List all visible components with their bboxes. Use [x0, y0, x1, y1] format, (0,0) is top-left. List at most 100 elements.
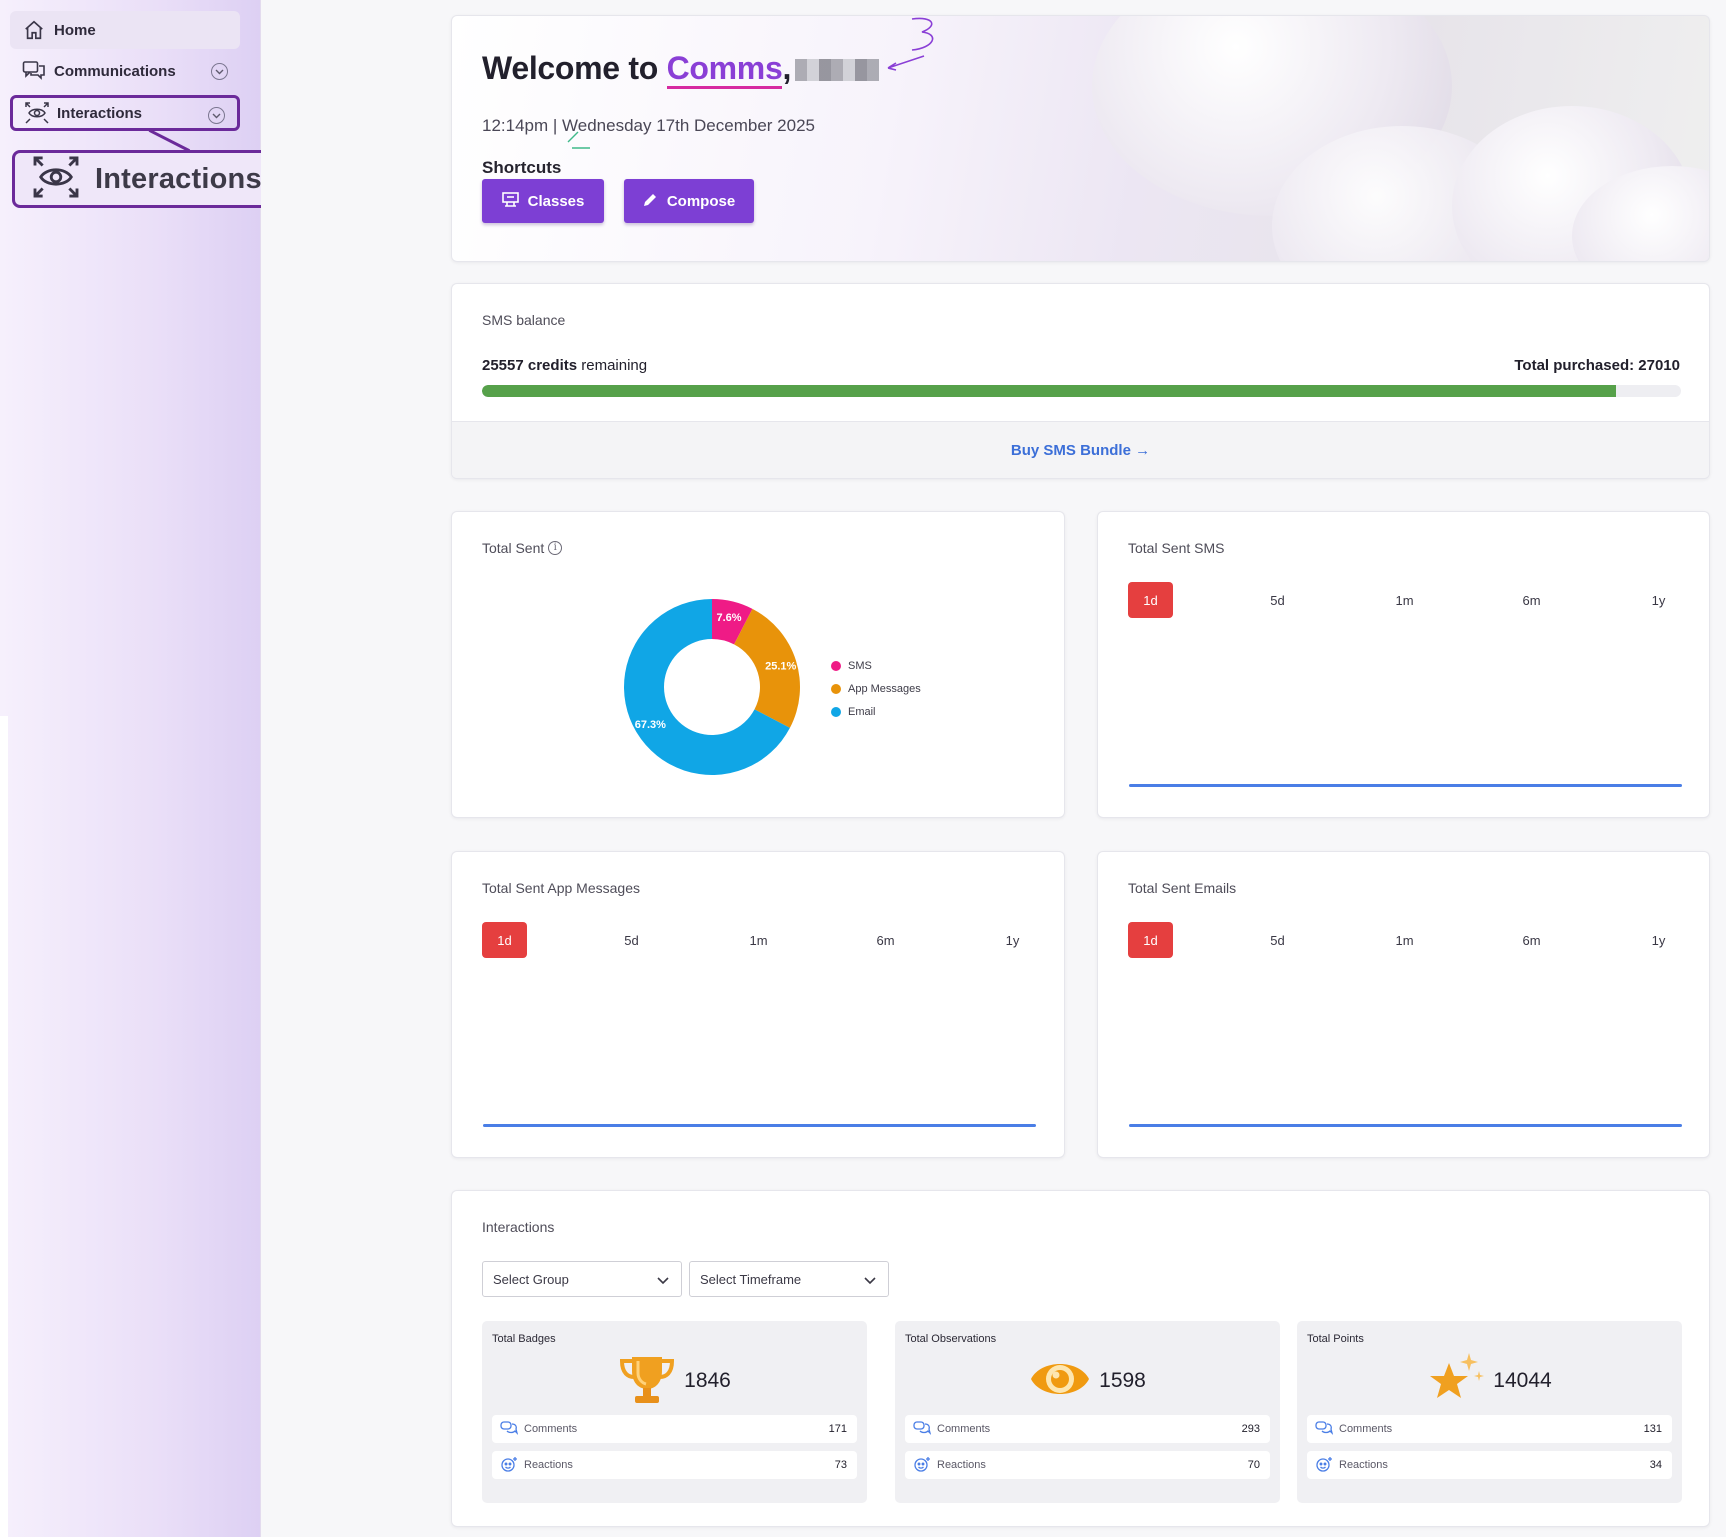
comments-icon [1315, 1420, 1334, 1438]
range-tab-1y[interactable]: 1y [1005, 932, 1020, 948]
chat-bubbles-icon [22, 59, 46, 83]
select-timeframe-dropdown[interactable]: Select Timeframe [689, 1261, 889, 1297]
range-tab-5d[interactable]: 5d [624, 932, 639, 948]
legend-item[interactable]: App Messages [831, 677, 921, 700]
sms-chart-title: Total Sent SMS [1128, 540, 1225, 556]
range-tab-5d[interactable]: 5d [1270, 932, 1285, 948]
sidebar-item-communications[interactable]: Communications [10, 52, 240, 90]
range-tab-1d[interactable]: 1d [1128, 582, 1173, 618]
stat-title: Total Points [1307, 1333, 1364, 1345]
donut-slice-app-messages[interactable] [734, 608, 800, 728]
comments-icon [913, 1420, 932, 1438]
comments-label: Comments [524, 1423, 578, 1435]
range-tab-1m[interactable]: 1m [1395, 592, 1414, 608]
stat-title: Total Badges [492, 1333, 556, 1345]
sidebar-item-interactions[interactable]: Interactions [10, 95, 240, 131]
sparkle-decoration [567, 131, 590, 149]
interactions-title: Interactions [482, 1219, 555, 1235]
chevron-down-icon[interactable] [208, 107, 225, 124]
chevron-down-icon[interactable] [211, 63, 228, 80]
info-icon[interactable]: i [548, 541, 563, 555]
reactions-row: Reactions 70 [905, 1451, 1270, 1479]
stat-card-points: Total Points 14044 Comments 131 Reaction… [1297, 1321, 1682, 1503]
trophy-icon [618, 1353, 676, 1410]
reactions-count: 70 [1247, 1459, 1260, 1471]
range-tab-6m[interactable]: 6m [1522, 932, 1541, 948]
total-sent-app-card: Total Sent App Messages 1d 5d 1m 6m 1y [451, 851, 1065, 1158]
sms-card-footer: Buy SMS Bundle → [452, 421, 1709, 478]
sms-progress-fill [482, 385, 1617, 397]
reactions-icon [1315, 1456, 1333, 1475]
sms-credits-remaining: 25557 credits remaining [482, 357, 647, 374]
range-tab-6m[interactable]: 6m [1522, 592, 1541, 608]
range-tab-6m[interactable]: 6m [876, 932, 895, 948]
comments-icon [500, 1420, 519, 1438]
donut-slice-sms[interactable] [712, 599, 753, 645]
classroom-icon [501, 191, 519, 211]
buy-sms-bundle-link[interactable]: Buy SMS Bundle → [1010, 441, 1151, 459]
range-tabs: 1d 5d 1m 6m 1y [1128, 582, 1689, 618]
range-tab-1d[interactable]: 1d [1128, 922, 1173, 958]
legend-swatch [831, 683, 841, 694]
range-tab-1m[interactable]: 1m [749, 932, 768, 948]
stat-main: 1846 [482, 1355, 867, 1407]
range-tab-1y[interactable]: 1y [1651, 932, 1666, 948]
home-icon [22, 18, 46, 42]
shortcuts-heading: Shortcuts [482, 158, 562, 177]
reactions-row: Reactions 73 [492, 1451, 857, 1479]
title-prefix: Welcome to [482, 50, 667, 86]
sidebar-item-label: Interactions [57, 104, 143, 122]
reactions-label: Reactions [524, 1459, 573, 1471]
legend-swatch [831, 660, 841, 671]
welcome-hero: Welcome to Comms, 12:14pm | Wednesday 17… [451, 15, 1710, 262]
star-icon [1427, 1351, 1485, 1412]
compose-button[interactable]: Compose [624, 179, 754, 223]
donut-slice-label: 7.6% [716, 612, 741, 624]
zoom-label: Interactions [95, 162, 262, 195]
app-chart-title: Total Sent App Messages [482, 880, 640, 896]
classes-button[interactable]: Classes [482, 179, 604, 223]
sidebar: Home Communications Interactions [0, 0, 261, 1537]
sms-balance-label: SMS balance [482, 312, 566, 328]
classes-label: Classes [527, 192, 585, 210]
eye-icon [1029, 1354, 1091, 1409]
sidebar-gap [0, 716, 8, 1537]
comments-count: 171 [828, 1423, 847, 1435]
range-tab-1m[interactable]: 1m [1395, 932, 1414, 948]
legend-item[interactable]: SMS [831, 654, 921, 677]
sms-total-purchased: Total purchased: 27010 [1514, 357, 1680, 374]
reactions-icon [913, 1456, 931, 1475]
total-sent-sms-card: Total Sent SMS 1d 5d 1m 6m 1y [1097, 511, 1710, 818]
legend-label: SMS [848, 659, 872, 672]
reactions-count: 34 [1649, 1459, 1662, 1471]
eye-arrows-icon [25, 101, 49, 125]
select-group-value: Select Group [493, 1271, 569, 1287]
credits-suffix: remaining [577, 357, 648, 374]
range-tab-5d[interactable]: 5d [1270, 592, 1285, 608]
legend-item[interactable]: Email [831, 700, 921, 723]
range-tab-1d[interactable]: 1d [482, 922, 527, 958]
total-sent-emails-card: Total Sent Emails 1d 5d 1m 6m 1y [1097, 851, 1710, 1158]
comments-count: 131 [1643, 1423, 1662, 1435]
chevron-down-icon [864, 1273, 876, 1288]
stat-card-badges: Total Badges 1846 Comments 171 Reactions… [482, 1321, 867, 1503]
sms-progress-bar [482, 385, 1681, 397]
email-chart-title: Total Sent Emails [1128, 880, 1237, 896]
chevron-down-icon [657, 1273, 669, 1288]
reactions-label: Reactions [1339, 1459, 1388, 1471]
brand-name: Comms [666, 50, 783, 89]
interactions-card: Interactions Select Group Select Timefra… [451, 1190, 1710, 1527]
donut-slice-label: 25.1% [765, 660, 796, 672]
donut-slice-email[interactable] [624, 599, 790, 775]
select-group-dropdown[interactable]: Select Group [482, 1261, 682, 1297]
comments-row: Comments 171 [492, 1415, 857, 1443]
sms-balance-card: SMS balance 25557 credits remaining Tota… [451, 283, 1710, 479]
redacted-user-name [795, 59, 880, 81]
sidebar-item-home[interactable]: Home [10, 11, 240, 49]
stat-main: 14044 [1297, 1352, 1682, 1407]
range-tabs: 1d 5d 1m 6m 1y [482, 922, 1043, 958]
stat-value: 1846 [684, 1369, 731, 1392]
range-tab-1y[interactable]: 1y [1651, 592, 1666, 608]
legend-label: Email [848, 705, 876, 718]
sidebar-item-label: Communications [54, 62, 176, 80]
